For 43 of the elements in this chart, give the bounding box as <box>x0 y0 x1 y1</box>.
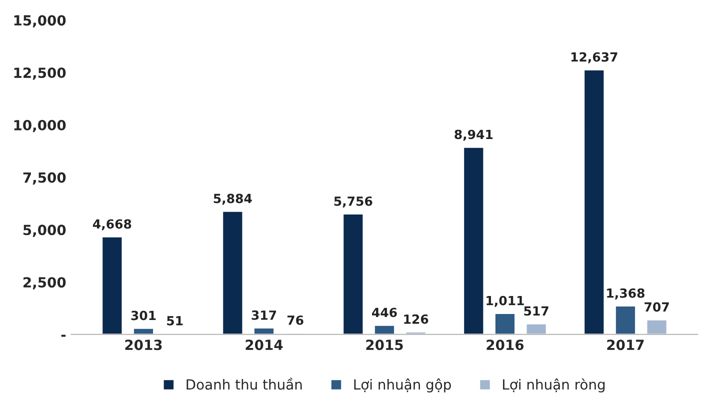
bar <box>222 210 244 334</box>
bar <box>614 305 636 334</box>
y-tick-label: 2,500 <box>24 277 66 290</box>
data-label: 707 <box>644 302 669 312</box>
bar <box>132 327 154 334</box>
legend-label: Doanh thu thuần <box>186 378 302 390</box>
bar <box>101 236 124 334</box>
legend-label: Lợi nhuận ròng <box>503 378 605 392</box>
data-label: 5,756 <box>334 196 372 208</box>
y-tick-label: - <box>61 334 66 337</box>
bar <box>525 322 548 334</box>
y-tick-label: 5,000 <box>23 224 66 237</box>
bar <box>374 324 396 334</box>
data-label: 1,011 <box>486 296 524 307</box>
y-tick-label: 15,000 <box>14 15 66 28</box>
data-label: 1,368 <box>607 288 644 300</box>
data-label: 5,884 <box>214 194 252 205</box>
bar <box>342 213 364 334</box>
data-label: 12,637 <box>571 52 618 64</box>
x-tick-label: 2016 <box>486 340 524 350</box>
x-tick-label: 2013 <box>125 340 162 350</box>
x-tick-label: 2014 <box>246 340 283 350</box>
bar <box>646 318 668 334</box>
bar <box>253 327 275 334</box>
bar <box>404 331 427 334</box>
x-tick-label: 2017 <box>607 340 644 350</box>
data-label: 51 <box>167 316 183 326</box>
data-label: 517 <box>524 306 548 316</box>
y-tick-label: 12,500 <box>14 68 66 80</box>
data-label: 126 <box>404 314 428 324</box>
y-tick-label: 10,000 <box>14 120 66 132</box>
data-label: 4,668 <box>92 219 132 230</box>
bar <box>583 68 606 334</box>
data-label: 317 <box>252 310 276 320</box>
bar <box>494 312 516 334</box>
x-tick-label: 2015 <box>366 340 403 350</box>
data-label: 301 <box>131 310 156 320</box>
data-label: 76 <box>287 315 304 325</box>
legend-label: Lợi nhuận gộp <box>354 378 451 392</box>
data-label: 8,941 <box>454 130 493 141</box>
y-tick-label: 7,500 <box>23 172 66 185</box>
bar <box>462 146 485 334</box>
data-label: 446 <box>372 308 397 318</box>
